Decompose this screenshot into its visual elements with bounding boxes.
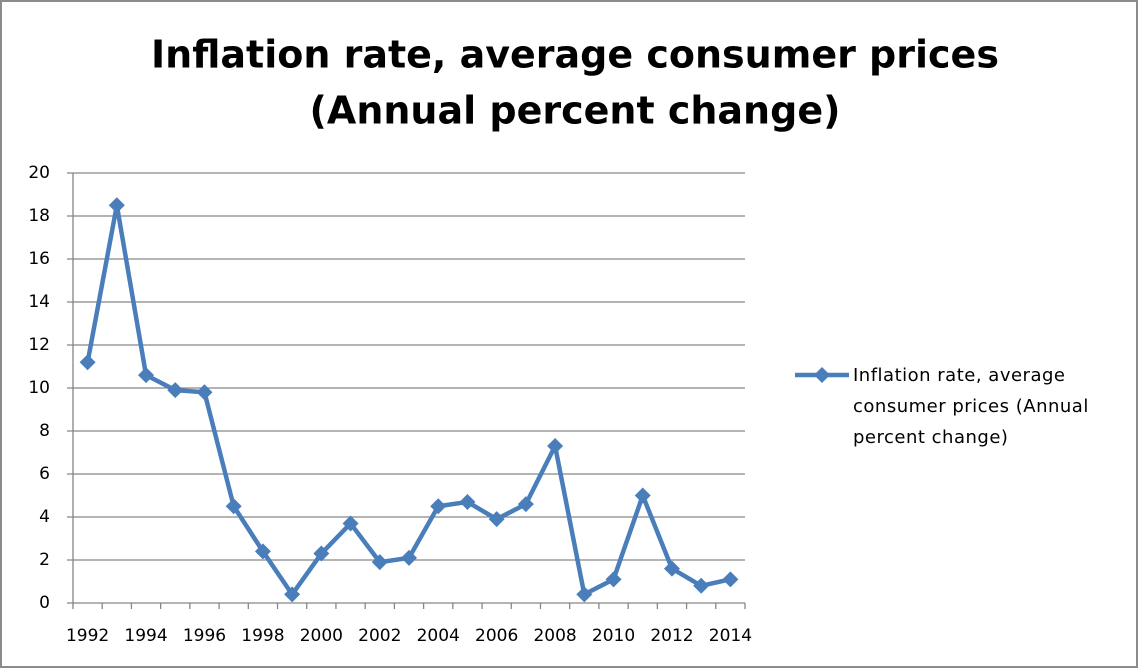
x-tick-label: 2006 [475, 626, 518, 646]
data-point [254, 543, 271, 560]
x-tick-label: 2010 [592, 626, 635, 646]
data-point [167, 382, 184, 399]
data-point [634, 487, 651, 504]
legend-marker [814, 367, 830, 383]
data-point [430, 498, 447, 515]
y-tick-label: 4 [39, 507, 50, 527]
data-point [342, 515, 359, 532]
y-tick-label: 16 [28, 249, 50, 269]
x-tick-label: 1998 [241, 626, 284, 646]
data-point [284, 586, 301, 603]
x-tick-label: 2004 [417, 626, 460, 646]
data-point [722, 571, 739, 588]
data-point [196, 384, 213, 401]
data-point [488, 511, 505, 528]
y-tick-label: 12 [28, 335, 50, 355]
data-point [605, 571, 622, 588]
y-tick-label: 10 [28, 378, 50, 398]
y-tick-label: 18 [28, 206, 50, 226]
x-tick-label: 2000 [300, 626, 343, 646]
data-point [547, 438, 564, 455]
data-point [663, 560, 680, 577]
y-tick-label: 8 [39, 421, 50, 441]
data-point [401, 549, 417, 566]
x-tick-label: 2012 [650, 626, 693, 646]
data-point [225, 498, 242, 515]
data-point [108, 197, 125, 214]
y-tick-label: 2 [39, 550, 50, 570]
data-point [517, 496, 534, 513]
legend-label: Inflation rate, average consumer prices … [853, 365, 1089, 448]
data-point [693, 577, 710, 594]
x-tick-label: 2014 [709, 626, 752, 646]
x-tick-label: 2002 [358, 626, 401, 646]
data-point [459, 493, 476, 510]
y-tick-label: 0 [39, 593, 50, 613]
data-point [79, 354, 96, 371]
x-tick-label: 1996 [183, 626, 226, 646]
y-tick-label: 6 [39, 464, 50, 484]
data-point [138, 367, 155, 384]
data-point [371, 554, 388, 571]
chart-title: Inflation rate, average consumer prices [151, 33, 999, 77]
y-tick-label: 20 [28, 163, 50, 183]
data-point [313, 545, 330, 562]
y-tick-label: 14 [28, 292, 50, 312]
chart-title: (Annual percent change) [310, 89, 841, 133]
data-point [576, 586, 593, 603]
x-tick-label: 1994 [124, 626, 167, 646]
x-tick-label: 2008 [533, 626, 576, 646]
x-tick-label: 1992 [66, 626, 109, 646]
